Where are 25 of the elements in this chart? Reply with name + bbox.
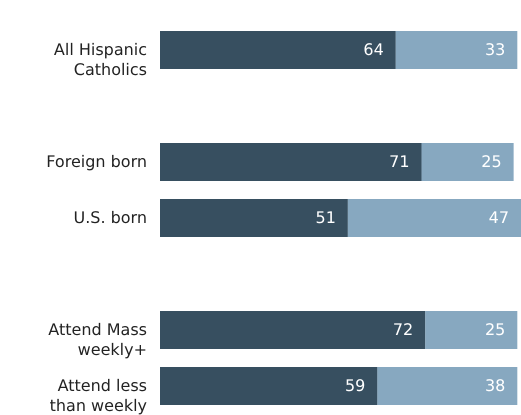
- data-label: 72: [392, 320, 414, 339]
- data-label: 47: [488, 208, 509, 227]
- bar: [160, 30, 396, 70]
- data-label: 64: [363, 40, 384, 59]
- bar: [396, 30, 518, 70]
- y-tick-label: Attend Mass weekly+: [48, 320, 147, 359]
- bar: [422, 142, 514, 182]
- bar: [160, 366, 378, 406]
- bar: [348, 198, 521, 238]
- bar: [160, 310, 426, 350]
- data-label: 25: [481, 152, 502, 171]
- y-tick-label: Attend less than weekly: [50, 376, 147, 415]
- data-label: 25: [484, 320, 506, 339]
- data-label: 51: [316, 208, 336, 227]
- y-tick-label: Foreign born: [46, 152, 147, 171]
- data-label: 59: [344, 376, 366, 395]
- bar: [377, 366, 518, 406]
- bar: [160, 142, 422, 182]
- data-label: 71: [389, 152, 410, 171]
- y-tick-label: All Hispanic Catholics: [54, 40, 147, 79]
- y-tick-label: U.S. born: [73, 208, 147, 227]
- bar: [160, 198, 348, 238]
- data-label: 33: [484, 40, 506, 59]
- bar: [425, 310, 518, 350]
- data-label: 38: [484, 376, 506, 395]
